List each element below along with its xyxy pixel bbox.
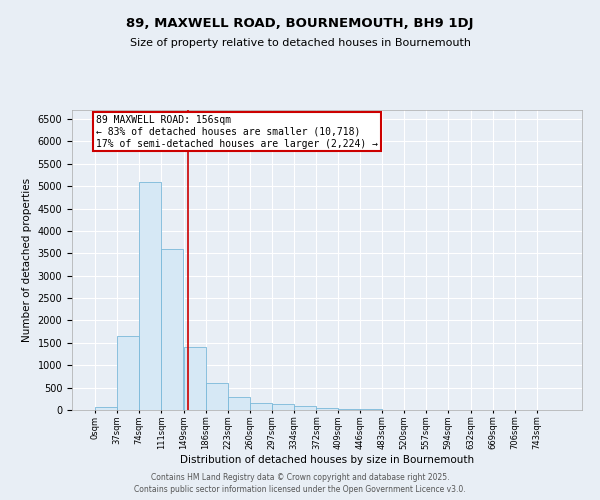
Bar [161, 249, 183, 410]
Bar [95, 406, 117, 410]
Bar [206, 383, 228, 410]
Text: Contains HM Land Registry data © Crown copyright and database right 2025.: Contains HM Land Registry data © Crown c… [151, 472, 449, 482]
Y-axis label: Number of detached properties: Number of detached properties [22, 178, 32, 342]
Bar [228, 396, 250, 410]
Bar [294, 406, 316, 410]
Bar [338, 409, 360, 410]
Bar [272, 404, 294, 410]
Bar [184, 348, 206, 410]
Bar [117, 336, 139, 410]
Text: 89, MAXWELL ROAD, BOURNEMOUTH, BH9 1DJ: 89, MAXWELL ROAD, BOURNEMOUTH, BH9 1DJ [126, 18, 474, 30]
Text: Contains public sector information licensed under the Open Government Licence v3: Contains public sector information licen… [134, 485, 466, 494]
Text: Size of property relative to detached houses in Bournemouth: Size of property relative to detached ho… [130, 38, 470, 48]
Bar [316, 408, 338, 410]
Text: 89 MAXWELL ROAD: 156sqm
← 83% of detached houses are smaller (10,718)
17% of sem: 89 MAXWELL ROAD: 156sqm ← 83% of detache… [97, 116, 379, 148]
X-axis label: Distribution of detached houses by size in Bournemouth: Distribution of detached houses by size … [180, 455, 474, 465]
Bar [250, 404, 272, 410]
Bar [139, 182, 161, 410]
